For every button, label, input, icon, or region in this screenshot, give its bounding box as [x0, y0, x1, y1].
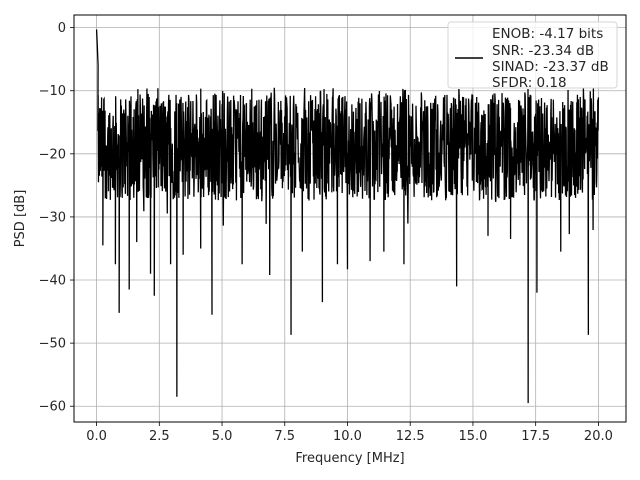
x-tick-label: 15.0: [458, 429, 487, 444]
legend: ENOB: -4.17 bits SNR: -23.34 dB SINAD: -…: [447, 21, 618, 91]
y-tick-label: −50: [39, 337, 66, 352]
y-tick-label: −40: [39, 274, 66, 289]
y-tick-label: −10: [39, 84, 66, 99]
ticks: 0.0 2.5 5.0 7.5 10.0 12.5 15.0 17.5 20.0 0 −10 −20 −…: [39, 21, 613, 444]
legend-entry-sfdr: SFDR: 0.18: [492, 75, 567, 91]
x-axis-label: Frequency [MHz]: [295, 451, 404, 466]
x-tick-label: 0.0: [86, 429, 107, 444]
x-tick-label: 10.0: [333, 429, 362, 444]
legend-box: [447, 21, 618, 89]
psd-series-line: [95, 29, 600, 404]
y-axis-label: PSD [dB]: [13, 190, 28, 248]
y-tick-label: −60: [39, 400, 66, 415]
axes-frame: [73, 14, 627, 423]
y-tick-label: −30: [39, 210, 66, 225]
legend-entry-snr: SNR: -23.34 dB: [492, 43, 594, 59]
legend-entry-sinad: SINAD: -23.37 dB: [492, 59, 609, 75]
y-tick-label: 0: [58, 21, 66, 36]
x-tick-label: 2.5: [149, 429, 170, 444]
legend-entry-enob: ENOB: -4.17 bits: [492, 26, 603, 42]
y-tick-label: −20: [39, 147, 66, 162]
x-tick-label: 20.0: [584, 429, 613, 444]
plot-area: [95, 29, 600, 404]
x-tick-label: 17.5: [521, 429, 550, 444]
x-tick-label: 5.0: [212, 429, 233, 444]
x-tick-label: 7.5: [274, 429, 295, 444]
x-tick-label: 12.5: [396, 429, 425, 444]
